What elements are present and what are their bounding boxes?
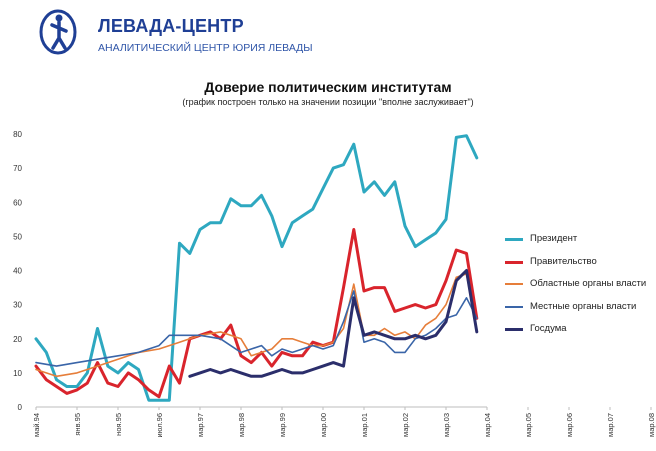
y-tick-label: 40 bbox=[13, 267, 22, 276]
legend-label-regional: Областные органы власти bbox=[530, 278, 647, 289]
y-tick-label: 30 bbox=[13, 301, 22, 310]
series-line-government bbox=[34, 228, 479, 399]
y-tick-label: 70 bbox=[13, 164, 22, 173]
org-name: ЛЕВАДА-ЦЕНТР bbox=[98, 16, 244, 36]
chart-axes: 0 10 20 30 40 50 60 70 80 май.94 янв.95 ноя.95 июл.9… bbox=[13, 130, 656, 437]
chart-title: Доверие политическим институтам bbox=[204, 79, 452, 95]
x-tick-label: июл.96 bbox=[155, 413, 164, 437]
x-tick-label: мар.05 bbox=[524, 413, 533, 437]
legend-label-duma: Госдума bbox=[530, 323, 567, 334]
x-tick-label: мар.02 bbox=[401, 413, 410, 437]
y-tick-label: 20 bbox=[13, 335, 22, 344]
legend-swatch-local bbox=[505, 305, 523, 308]
series-line-regional bbox=[35, 273, 478, 378]
series-line-duma bbox=[188, 269, 479, 378]
x-tick-label: мар.03 bbox=[442, 413, 451, 437]
x-tick-label: янв.95 bbox=[73, 413, 82, 436]
x-tick-label: мар.08 bbox=[647, 413, 656, 437]
x-tick-label: мар.04 bbox=[483, 413, 492, 437]
legend-label-local: Местные органы власти bbox=[530, 300, 637, 312]
legend-swatch-regional bbox=[505, 283, 523, 285]
x-tick-label: май.94 bbox=[32, 413, 41, 437]
x-tick-label: мар.07 bbox=[606, 413, 615, 437]
series-line-president bbox=[34, 134, 479, 402]
chart-subtitle: (график построен только на значении пози… bbox=[182, 97, 474, 107]
y-tick-label: 10 bbox=[13, 369, 22, 378]
legend-label-government: Правительство bbox=[530, 255, 597, 267]
y-tick-label: 80 bbox=[13, 130, 22, 139]
x-tick-label: мар.01 bbox=[360, 413, 369, 437]
y-tick-label: 60 bbox=[13, 198, 22, 207]
legend-swatch-president bbox=[505, 238, 523, 241]
y-tick-label: 50 bbox=[13, 232, 22, 241]
x-tick-label: мар.00 bbox=[319, 413, 328, 437]
y-tick-label: 0 bbox=[18, 403, 23, 412]
levada-logo-icon bbox=[39, 9, 77, 55]
org-subtitle: АНАЛИТИЧЕСКИЙ ЦЕНТР ЮРИЯ ЛЕВАДЫ bbox=[98, 42, 313, 54]
x-tick-label: мар.98 bbox=[237, 413, 246, 437]
chart-series bbox=[34, 134, 479, 402]
legend-label-president: Президент bbox=[530, 233, 578, 244]
legend-swatch-duma bbox=[505, 328, 523, 331]
legend-swatch-government bbox=[505, 260, 523, 264]
x-tick-label: мар.99 bbox=[278, 413, 287, 437]
x-tick-label: ноя.95 bbox=[114, 413, 123, 436]
x-tick-label: мар.97 bbox=[196, 413, 205, 437]
x-tick-label: мар.06 bbox=[565, 413, 574, 437]
